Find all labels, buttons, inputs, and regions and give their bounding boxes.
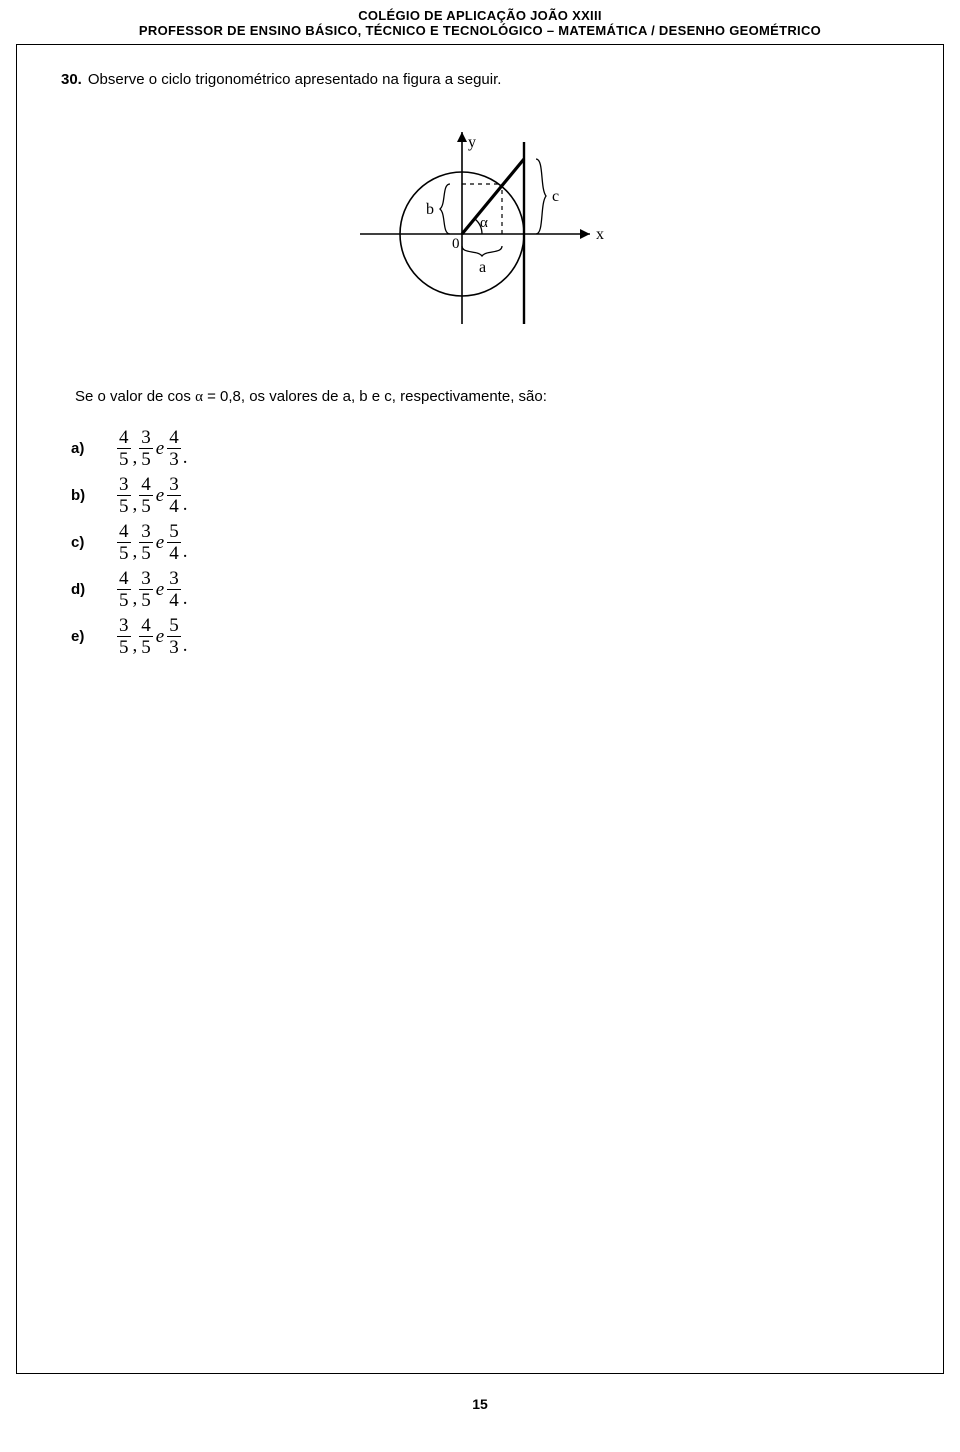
option-e: e) 35 , 45 e 53 . [71, 616, 899, 657]
option-d-expr: 45 , 35 e 34 . [117, 569, 187, 610]
option-d-label: d) [71, 581, 89, 598]
page-header: COLÉGIO DE APLICAÇÃO JOÃO XXIII PROFESSO… [0, 0, 960, 40]
question-intro: 30. Observe o ciclo trigonométrico apres… [61, 71, 899, 88]
page-number: 15 [0, 1396, 960, 1412]
option-b-expr: 35 , 45 e 34 . [117, 475, 187, 516]
header-school-name: COLÉGIO DE APLICAÇÃO JOÃO XXIII [0, 8, 960, 23]
options-block: a) 45 , 35 e 43 . b) 35 , 45 e 34 [71, 428, 899, 657]
option-b-label: b) [71, 487, 89, 504]
trig-circle-figure: y x 0 a b c α [330, 114, 630, 344]
c-label: c [552, 188, 559, 205]
question-text: Observe o ciclo trigonométrico apresenta… [88, 71, 502, 88]
condition-line: Se o valor de cos α = 0,8, os valores de… [75, 388, 899, 406]
option-d: d) 45 , 35 e 34 . [71, 569, 899, 610]
option-c-label: c) [71, 534, 89, 551]
figure-wrap: y x 0 a b c α [61, 114, 899, 344]
b-label: b [426, 201, 434, 218]
condition-suffix: = 0,8, os valores de a, b e c, respectiv… [203, 388, 547, 405]
content-frame: 30. Observe o ciclo trigonométrico apres… [16, 44, 944, 1374]
option-b: b) 35 , 45 e 34 . [71, 475, 899, 516]
option-c-expr: 45 , 35 e 54 . [117, 522, 187, 563]
origin-label: 0 [452, 236, 460, 252]
header-course-name: PROFESSOR DE ENSINO BÁSICO, TÉCNICO E TE… [0, 23, 960, 38]
axis-y-label: y [468, 134, 476, 151]
option-a-expr: 45 , 35 e 43 . [117, 428, 187, 469]
option-a: a) 45 , 35 e 43 . [71, 428, 899, 469]
question-number: 30. [61, 71, 82, 88]
option-e-label: e) [71, 628, 89, 645]
a-label: a [479, 259, 486, 276]
condition-prefix: Se o valor de cos [75, 388, 195, 405]
alpha-label: α [480, 215, 488, 231]
option-a-label: a) [71, 440, 89, 457]
axis-x-label: x [596, 226, 604, 243]
page: COLÉGIO DE APLICAÇÃO JOÃO XXIII PROFESSO… [0, 0, 960, 1412]
option-c: c) 45 , 35 e 54 . [71, 522, 899, 563]
option-e-expr: 35 , 45 e 53 . [117, 616, 187, 657]
condition-alpha: α [195, 389, 203, 405]
